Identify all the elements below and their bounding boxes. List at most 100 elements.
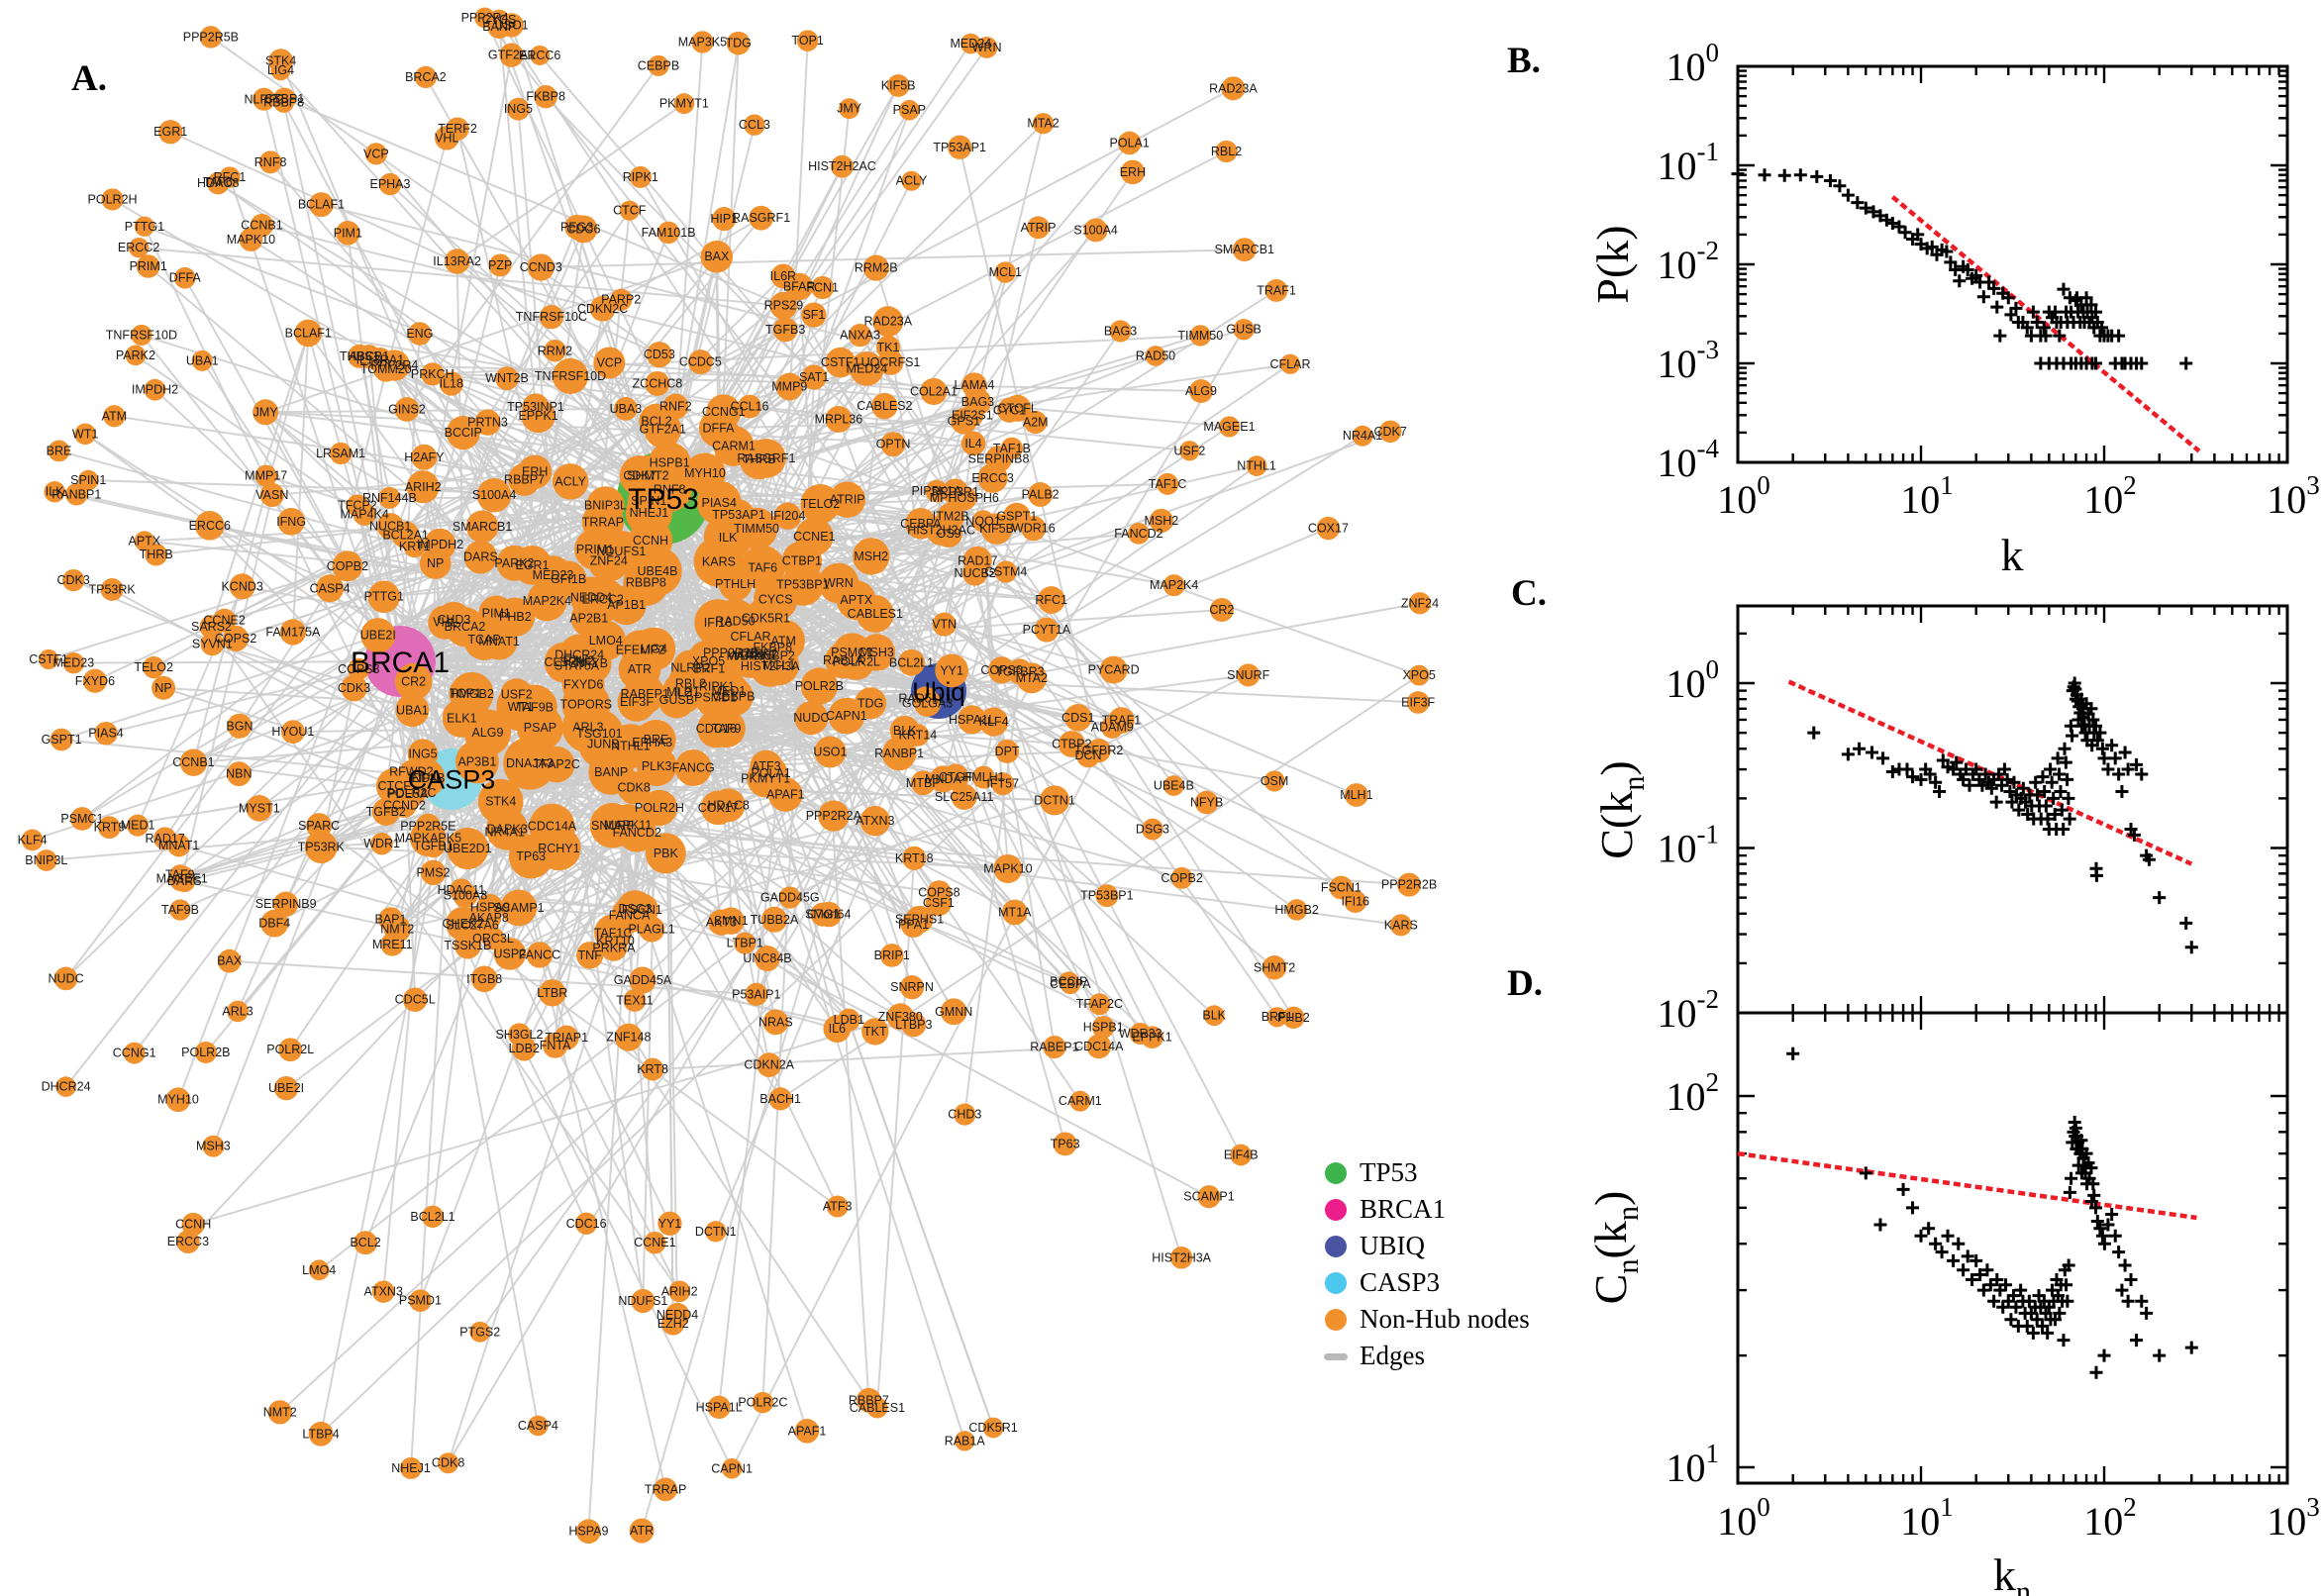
network-node[interactable] <box>932 612 957 637</box>
network-node[interactable] <box>755 946 780 972</box>
network-node[interactable] <box>1408 592 1432 615</box>
network-node[interactable] <box>661 1312 685 1336</box>
network-node[interactable] <box>633 547 682 596</box>
network-node[interactable] <box>606 804 650 848</box>
network-node[interactable] <box>899 99 920 121</box>
network-node[interactable] <box>499 43 524 67</box>
network-node[interactable] <box>645 370 670 397</box>
network-node[interactable] <box>818 562 859 604</box>
network-node[interactable] <box>800 667 838 705</box>
network-node[interactable] <box>1060 973 1081 995</box>
network-node[interactable] <box>406 470 440 504</box>
network-node[interactable] <box>419 548 452 579</box>
network-node[interactable] <box>1095 884 1119 908</box>
network-node[interactable] <box>935 653 968 688</box>
network-node[interactable] <box>1021 516 1047 542</box>
network-node[interactable] <box>223 625 250 651</box>
network-node[interactable] <box>971 765 995 789</box>
network-node[interactable] <box>708 909 735 936</box>
network-node[interactable] <box>507 97 530 121</box>
network-node[interactable] <box>768 777 803 812</box>
network-node[interactable] <box>463 540 498 574</box>
network-node[interactable] <box>544 340 566 362</box>
network-node[interactable] <box>421 362 445 386</box>
network-node[interactable] <box>408 322 432 346</box>
network-node[interactable] <box>552 463 589 500</box>
network-node[interactable] <box>158 120 183 145</box>
network-node[interactable] <box>1001 899 1028 926</box>
network-node[interactable] <box>254 464 277 487</box>
network-node[interactable] <box>1162 775 1184 796</box>
network-node[interactable] <box>165 1087 191 1113</box>
network-node[interactable] <box>1215 140 1238 163</box>
network-node[interactable] <box>434 126 459 150</box>
network-node[interactable] <box>721 1458 743 1479</box>
network-node[interactable] <box>152 675 176 700</box>
network-node[interactable] <box>627 479 670 523</box>
network-node[interactable] <box>229 573 255 600</box>
network-node[interactable] <box>700 240 734 273</box>
network-node[interactable] <box>794 701 829 736</box>
network-node[interactable] <box>910 770 936 796</box>
network-node[interactable] <box>134 216 155 237</box>
network-node[interactable] <box>816 901 842 928</box>
network-node[interactable] <box>962 560 988 586</box>
network-node[interactable] <box>925 479 949 503</box>
network-node[interactable] <box>961 372 987 398</box>
network-node[interactable] <box>901 170 922 191</box>
network-node[interactable] <box>752 1391 774 1414</box>
network-node[interactable] <box>272 87 296 111</box>
network-node[interactable] <box>586 486 625 525</box>
network-node[interactable] <box>226 761 252 787</box>
network-node[interactable] <box>718 567 753 602</box>
network-node[interactable] <box>1389 914 1412 937</box>
network-node[interactable] <box>399 759 424 784</box>
network-node[interactable] <box>942 763 969 791</box>
network-node[interactable] <box>1120 159 1146 185</box>
network-node[interactable] <box>723 499 755 531</box>
network-node[interactable] <box>604 930 627 952</box>
network-node[interactable] <box>641 789 678 827</box>
network-node[interactable] <box>831 154 854 178</box>
network-node[interactable] <box>539 304 564 330</box>
network-node[interactable] <box>760 906 788 933</box>
network-node[interactable] <box>773 502 802 530</box>
network-node[interactable] <box>853 538 890 575</box>
network-node[interactable] <box>614 1023 643 1051</box>
network-node[interactable] <box>960 404 984 428</box>
network-node[interactable] <box>905 508 937 540</box>
network-node[interactable] <box>875 335 901 359</box>
network-node[interactable] <box>1028 482 1054 507</box>
network-node[interactable] <box>125 345 147 366</box>
network-node[interactable] <box>127 814 150 837</box>
network-node[interactable] <box>463 619 505 660</box>
network-node[interactable] <box>474 409 501 436</box>
network-node[interactable] <box>796 30 819 51</box>
network-node[interactable] <box>131 324 152 347</box>
network-node[interactable] <box>55 1076 76 1097</box>
network-node[interactable] <box>507 1023 531 1047</box>
network-node[interactable] <box>94 721 118 746</box>
network-node[interactable] <box>556 645 598 687</box>
network-node[interactable] <box>465 510 499 544</box>
network-node[interactable] <box>1246 455 1267 476</box>
network-node[interactable] <box>1128 523 1150 545</box>
network-node[interactable] <box>394 662 433 701</box>
network-node[interactable] <box>1037 586 1065 614</box>
network-node[interactable] <box>1397 872 1422 897</box>
network-node[interactable] <box>526 942 554 968</box>
network-node[interactable] <box>753 577 798 622</box>
network-node[interactable] <box>227 1000 249 1023</box>
network-node[interactable] <box>488 253 512 277</box>
network-node[interactable] <box>1179 441 1200 461</box>
network-node[interactable] <box>537 826 581 871</box>
network-node[interactable] <box>850 351 884 386</box>
network-node[interactable] <box>294 319 323 348</box>
network-node[interactable] <box>341 674 367 702</box>
network-node[interactable] <box>982 1417 1004 1439</box>
network-node[interactable] <box>1088 993 1111 1016</box>
network-node[interactable] <box>619 200 640 221</box>
network-node[interactable] <box>794 1419 820 1444</box>
network-node[interactable] <box>415 813 442 840</box>
network-node[interactable] <box>181 1212 205 1237</box>
